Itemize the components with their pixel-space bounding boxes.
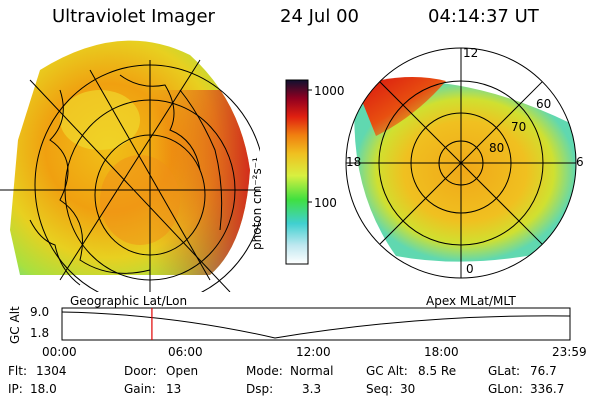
timeline-ytick-1: 1.8 xyxy=(30,326,50,340)
date-label: 24 Jul 00 xyxy=(280,6,359,27)
colorbar-unit-label: photon cm⁻²s⁻¹ xyxy=(250,157,264,250)
mlat-label-70: 70 xyxy=(511,120,527,134)
mlat-label-60: 60 xyxy=(536,97,552,111)
geographic-image xyxy=(0,40,260,292)
dsp-label: Dsp: xyxy=(246,382,274,396)
right-panel-label: Apex MLat/MLT xyxy=(426,294,516,308)
colorbar xyxy=(285,79,312,265)
seq-value: 30 xyxy=(400,382,416,396)
gain-value: 13 xyxy=(166,382,182,396)
colorbar-tick-100: 100 xyxy=(314,196,337,210)
timeline-xtick-2359: 23:59 xyxy=(552,345,587,359)
flt-value: 1304 xyxy=(36,364,67,378)
dsp-value: 3.3 xyxy=(302,382,322,396)
timeline-xtick-1800: 18:00 xyxy=(424,345,459,359)
ip-value: 18.0 xyxy=(30,382,57,396)
glon-value: 336.7 xyxy=(530,382,565,396)
mlt-label-12: 12 xyxy=(463,46,479,60)
polar-plot xyxy=(345,47,577,279)
ip-label: IP: xyxy=(8,382,23,396)
gcalt-value: 8.5 Re xyxy=(418,364,457,378)
mlt-label-0: 0 xyxy=(466,262,474,276)
mlat-label-80: 80 xyxy=(489,141,505,155)
timeline-xtick-0000: 00:00 xyxy=(42,345,77,359)
flt-label: Flt: xyxy=(8,364,27,378)
time-label: 04:14:37 UT xyxy=(428,6,539,27)
timeline-xtick-0600: 06:00 xyxy=(168,345,203,359)
door-value: Open xyxy=(166,364,199,378)
instrument-title: Ultraviolet Imager xyxy=(52,6,215,27)
left-panel-label: Geographic Lat/Lon xyxy=(70,294,188,308)
glat-value: 76.7 xyxy=(530,364,557,378)
timeline-ylabel: GC Alt xyxy=(8,306,22,344)
timeline-plot xyxy=(61,307,571,341)
door-label: Door: xyxy=(124,364,157,378)
timeline-ytick-9: 9.0 xyxy=(30,305,50,319)
mlt-label-6: 6 xyxy=(576,155,584,169)
colorbar-tick-1000: 1000 xyxy=(314,84,345,98)
seq-label: Seq: xyxy=(366,382,393,396)
gcalt-label: GC Alt: xyxy=(366,364,408,378)
mode-value: Normal xyxy=(290,364,334,378)
glat-label: GLat: xyxy=(488,364,521,378)
glon-label: GLon: xyxy=(488,382,523,396)
gain-label: Gain: xyxy=(124,382,156,396)
mode-label: Mode: xyxy=(246,364,283,378)
timeline-xtick-1200: 12:00 xyxy=(296,345,331,359)
mlt-label-18: 18 xyxy=(346,155,362,169)
